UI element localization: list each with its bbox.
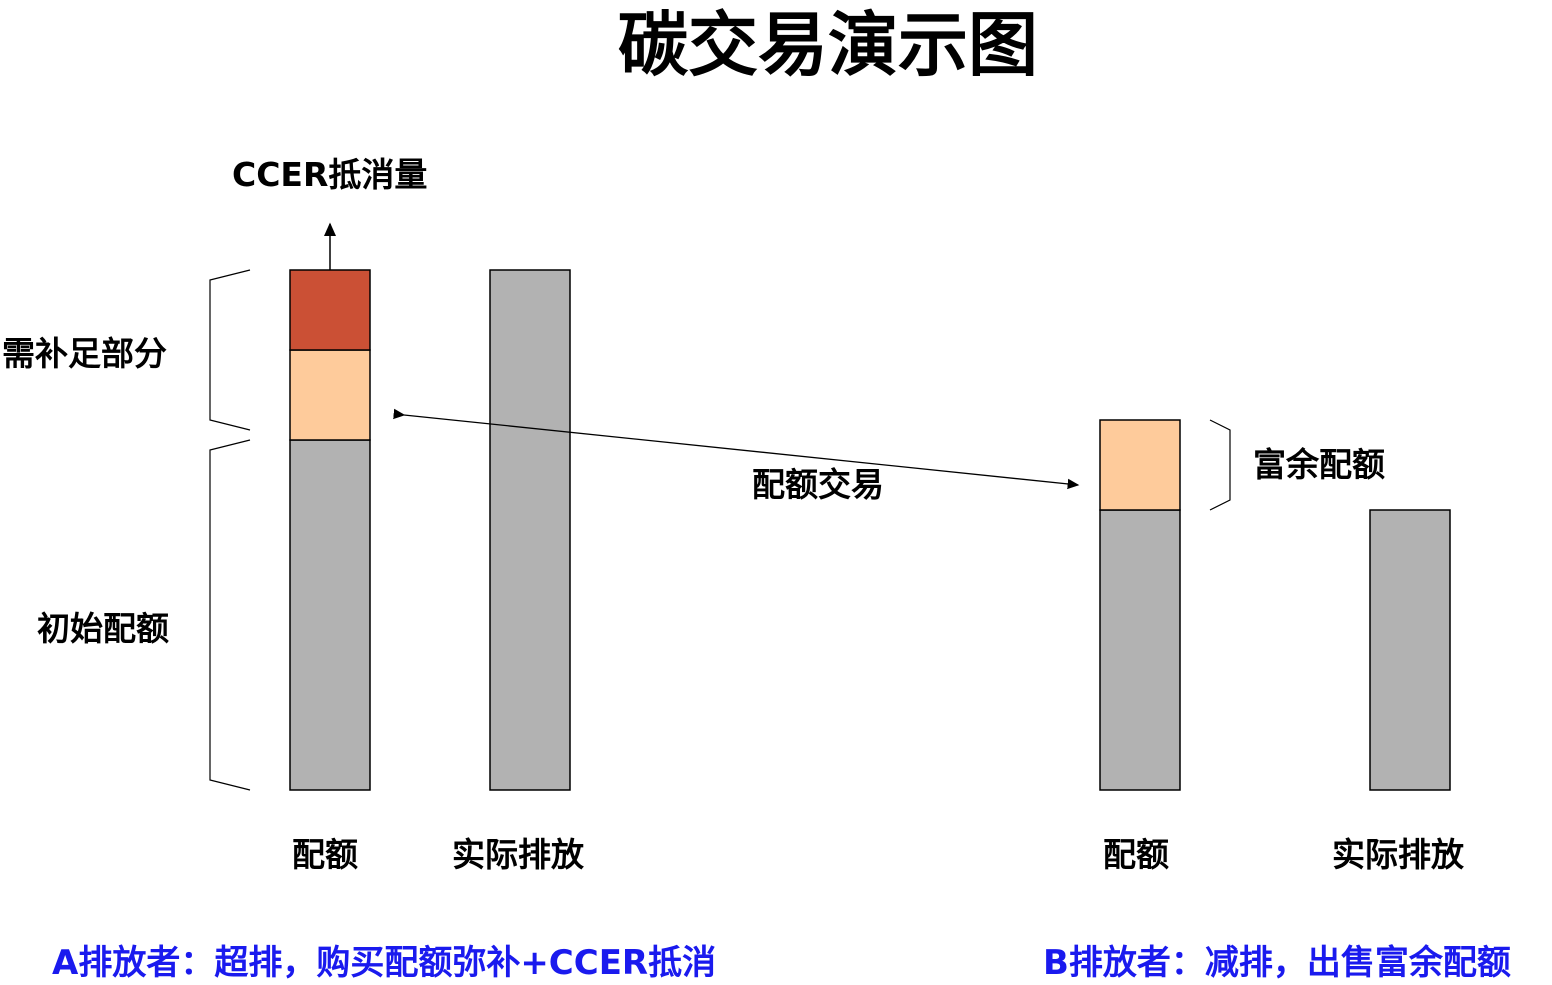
b-allowance-bar — [1099, 509, 1181, 791]
b-surplus-allowance-segment — [1099, 419, 1181, 511]
trade-arrow — [393, 408, 1080, 490]
b-actual-emission-bar — [1369, 509, 1451, 791]
trade-label: 配额交易 — [752, 465, 884, 504]
surplus-allowance-label: 富余配额 — [1253, 445, 1385, 484]
b-allowance-label: 配额 — [1103, 835, 1169, 874]
ccer-offset-label: CCER抵消量 — [232, 155, 428, 194]
shortfall-label: 需补足部分 — [2, 334, 167, 373]
party-b-caption: B排放者：减排，出售富余配额 — [1043, 943, 1511, 983]
page-title: 碳交易演示图 — [618, 4, 1038, 86]
a-initial-allowance-bar — [289, 439, 371, 791]
initial-allowance-bracket — [209, 439, 251, 791]
surplus-bracket — [1209, 419, 1231, 511]
shortfall-bracket — [209, 269, 251, 431]
a-ccer-offset-segment — [289, 269, 371, 351]
a-actual-emission-label: 实际排放 — [452, 835, 584, 874]
a-actual-emission-bar — [489, 269, 571, 791]
b-actual-emission-label: 实际排放 — [1332, 835, 1464, 874]
party-a-caption: A排放者：超排，购买配额弥补+CCER抵消 — [52, 943, 717, 983]
a-purchased-allowance-segment — [289, 349, 371, 441]
a-allowance-label: 配额 — [292, 835, 358, 874]
initial-allowance-label: 初始配额 — [37, 609, 169, 648]
